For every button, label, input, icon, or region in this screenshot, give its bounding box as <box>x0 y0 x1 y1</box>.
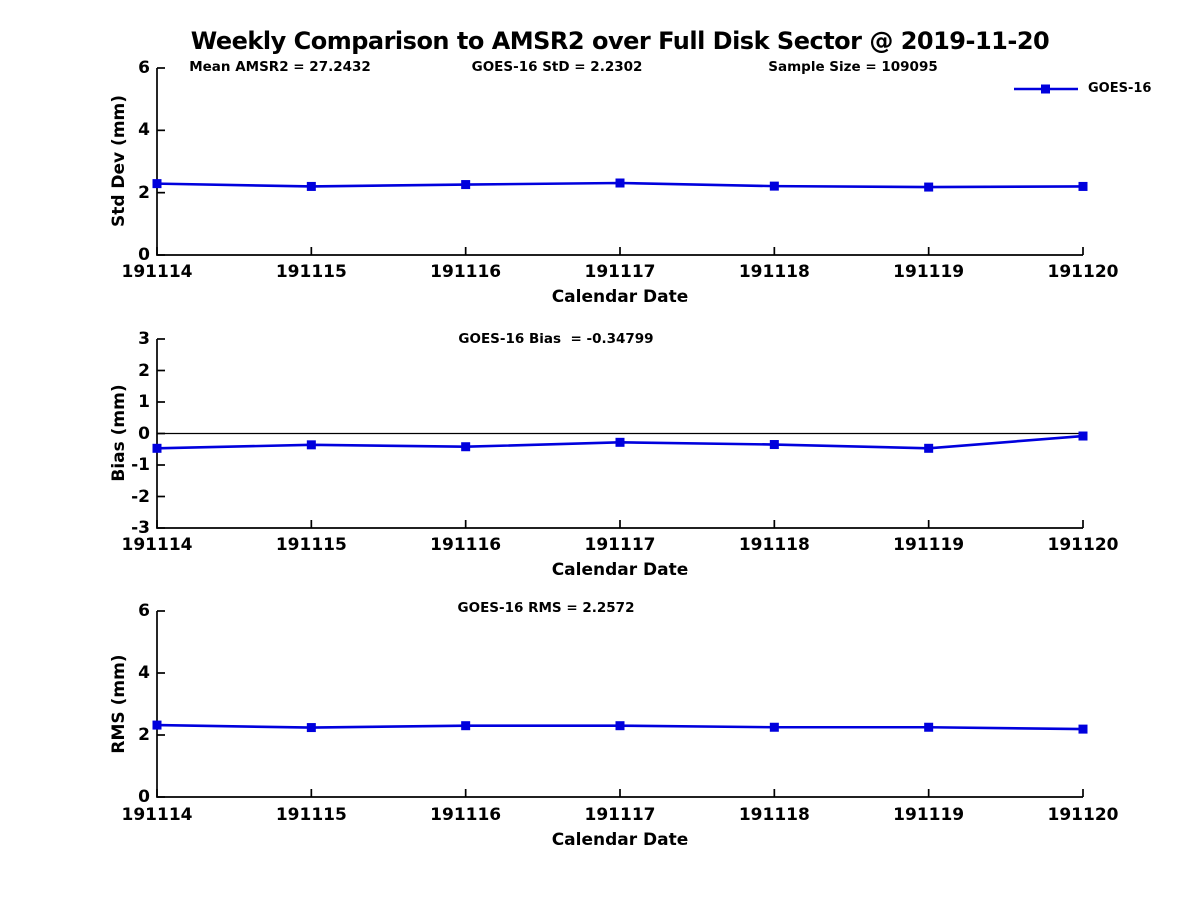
x-tick-label: 191120 <box>1047 535 1119 555</box>
x-tick-label: 191119 <box>893 535 965 555</box>
y-tick-label: -1 <box>131 455 150 475</box>
legend-label: GOES-16 <box>1088 81 1152 96</box>
annotation-mean-amsr2: Mean AMSR2 = 27.2432 <box>189 59 371 75</box>
y-tick-label: 3 <box>138 329 150 349</box>
x-axis-label-bottom: Calendar Date <box>551 830 689 850</box>
y-tick-label: 1 <box>138 392 150 412</box>
y-tick-label: 0 <box>138 787 150 807</box>
annotation-sample-size: Sample Size = 109095 <box>768 59 938 75</box>
y-tick-label: 4 <box>138 663 150 683</box>
y-tick-label: 6 <box>138 58 150 78</box>
y-tick-label: 4 <box>138 120 150 141</box>
x-tick-label: 191114 <box>121 805 193 825</box>
y-axis-label-std-dev: Std Dev (mm) <box>109 94 129 228</box>
x-tick-label: 191118 <box>738 262 810 282</box>
y-tick-label: 0 <box>138 245 150 265</box>
y-tick-label: -2 <box>131 486 150 507</box>
x-tick-label: 191117 <box>584 262 656 282</box>
x-tick-label: 191115 <box>275 805 347 825</box>
annotation-goes16-rms: GOES-16 RMS = 2.2572 <box>457 600 635 616</box>
x-tick-label: 191115 <box>275 262 347 282</box>
x-tick-label: 191115 <box>275 535 347 555</box>
y-tick-label: 6 <box>138 601 150 621</box>
y-tick-label: 2 <box>138 360 150 381</box>
x-tick-label: 191114 <box>121 535 193 555</box>
x-tick-label: 191118 <box>738 805 810 825</box>
x-tick-label: 191119 <box>893 262 965 282</box>
x-tick-label: 191116 <box>430 535 502 555</box>
legend: GOES-16 <box>1012 80 1151 98</box>
x-tick-label: 191117 <box>584 805 656 825</box>
x-tick-label: 191116 <box>430 805 502 825</box>
x-tick-label: 191118 <box>738 535 810 555</box>
x-tick-label: 191116 <box>430 262 502 282</box>
figure-title: Weekly Comparison to AMSR2 over Full Dis… <box>190 27 1050 55</box>
y-tick-label: 2 <box>138 182 150 203</box>
x-axis-label-middle: Calendar Date <box>551 560 689 580</box>
y-tick-label: 2 <box>138 725 150 745</box>
y-tick-label: -3 <box>131 518 150 538</box>
x-tick-label: 191114 <box>121 262 193 282</box>
x-tick-label: 191120 <box>1047 805 1119 825</box>
annotation-goes16-bias: GOES-16 Bias = -0.34799 <box>458 331 654 347</box>
annotation-goes16-std: GOES-16 StD = 2.2302 <box>471 59 643 75</box>
x-axis-label-top: Calendar Date <box>551 287 689 307</box>
y-tick-label: 0 <box>138 423 150 444</box>
x-tick-label: 191120 <box>1047 262 1119 282</box>
legend-line-marker-icon <box>1014 84 1078 94</box>
y-axis-label-rms: RMS (mm) <box>109 654 129 754</box>
x-tick-label: 191117 <box>584 535 656 555</box>
x-tick-label: 191119 <box>893 805 965 825</box>
